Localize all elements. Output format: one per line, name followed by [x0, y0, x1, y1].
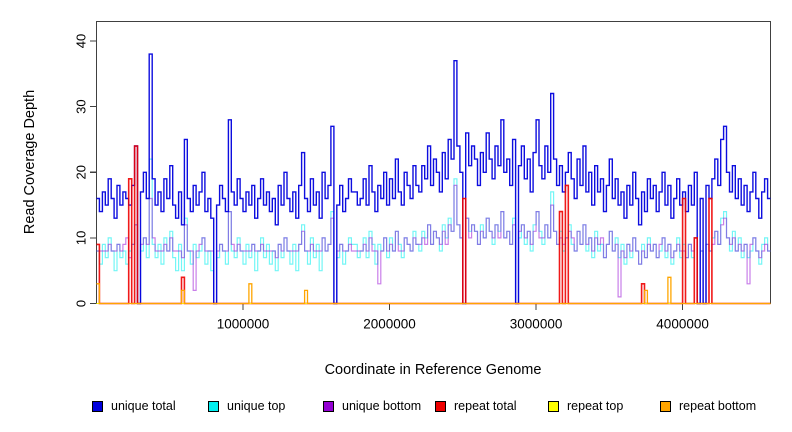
legend-label-unique-top: unique top [227, 399, 286, 413]
legend-item-repeat-bottom: repeat bottom [660, 399, 756, 413]
legend-label-unique-bottom: unique bottom [342, 399, 422, 413]
series-line-repeat-bottom [96, 276, 771, 305]
legend-swatch-icon-unique-top [208, 400, 219, 412]
y-tick-label: 20 [74, 165, 89, 179]
legend-label-repeat-top: repeat top [567, 399, 624, 413]
legend-item-repeat-top: repeat top [548, 399, 623, 413]
legend-item-unique-total: unique total [92, 399, 176, 413]
y-axis-title: Read Coverage Depth [22, 89, 38, 235]
x-tick-label: 4000000 [656, 317, 709, 332]
legend-item-unique-top: unique top [208, 399, 285, 413]
x-tick-label: 2000000 [363, 317, 416, 332]
legend-swatch-icon-unique-total [92, 400, 103, 412]
legend-swatch-icon-repeat-bottom [660, 400, 671, 412]
legend-label-repeat-total: repeat total [454, 399, 517, 413]
y-tick-label: 10 [74, 231, 89, 245]
legend-label-unique-total: unique total [111, 399, 176, 413]
series-line-unique-total [96, 53, 771, 305]
y-tick-label: 30 [74, 99, 89, 113]
coverage-plot-canvas: 0 10 20 30 40 1000000 2000000 3000000 4000000 [74, 20, 772, 332]
x-tick-label: 3000000 [510, 317, 563, 332]
x-tick-label: 1000000 [217, 317, 270, 332]
legend-swatch-icon-repeat-top [548, 400, 559, 412]
legend-swatch-icon-repeat-total [435, 400, 446, 412]
legend-swatch-icon-unique-bottom [323, 400, 334, 412]
legend-item-repeat-total: repeat total [435, 399, 517, 413]
y-tick-label: 0 [74, 300, 89, 307]
legend-item-unique-bottom: unique bottom [323, 399, 421, 413]
x-axis-title: Coordinate in Reference Genome [324, 362, 542, 378]
series-line-unique-bottom [96, 184, 771, 305]
y-tick-label: 40 [74, 34, 89, 48]
legend-label-repeat-bottom: repeat bottom [679, 399, 757, 413]
legend: unique total unique top unique bottom repea… [0, 399, 792, 417]
